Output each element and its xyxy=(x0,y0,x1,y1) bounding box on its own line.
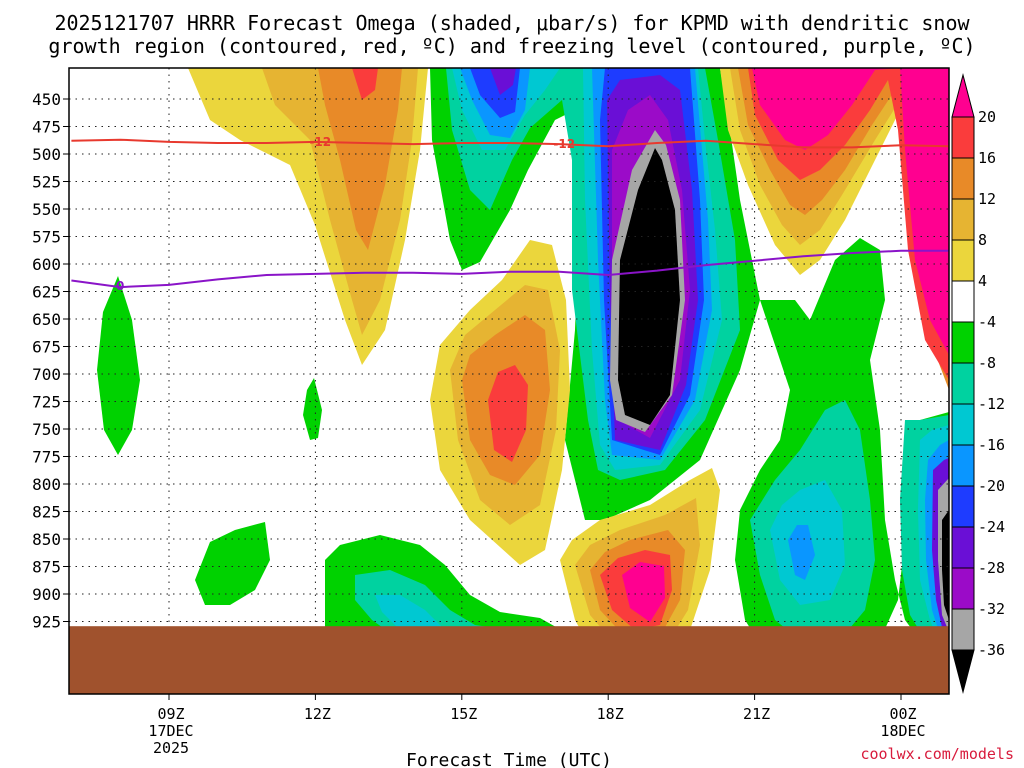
colorbar-top-triangle xyxy=(951,73,975,118)
y-axis: 450 475 500 525 550 575 600 625 650 675 700 725 750 7… xyxy=(32,90,69,632)
colorbar-swatch-5 xyxy=(951,321,975,364)
plot-area: -12 -12 0 xyxy=(68,67,950,695)
x-tick-label-09Z: 09Z xyxy=(157,705,184,723)
colorbar-label-4: 4 xyxy=(978,272,987,290)
x-tick-label-15Z: 15Z xyxy=(450,705,477,723)
terrain-strip xyxy=(69,626,949,694)
colorbar-label-1: 16 xyxy=(978,149,996,167)
freezing-level-0C-line xyxy=(71,249,949,289)
mid-level-rise xyxy=(430,240,570,565)
x-tick-year-09Z: 2025 xyxy=(153,739,189,757)
y-tick-label-925: 925 xyxy=(32,613,61,632)
y-tick-label-475: 475 xyxy=(32,118,61,137)
y-tick-label-750: 750 xyxy=(32,420,61,439)
x-tick-label-00Z: 00Z xyxy=(889,705,916,723)
y-tick-label-550: 550 xyxy=(32,200,61,219)
y-tick-label-725: 725 xyxy=(32,393,61,412)
colorbar-swatch-0 xyxy=(951,116,975,159)
chart-title-line-2: growth region (contoured, red, ºC) and f… xyxy=(48,34,975,58)
lower-right-descent xyxy=(890,440,949,678)
colorbar-swatch-9 xyxy=(951,485,975,528)
colorbar-swatch-4 xyxy=(951,280,975,323)
y-tick-label-850: 850 xyxy=(32,530,61,549)
colorbar-label-3: 8 xyxy=(978,231,987,249)
contour-layer: -12 -12 0 xyxy=(71,135,949,293)
y-tick-label-875: 875 xyxy=(32,558,61,577)
y-tick-label-600: 600 xyxy=(32,255,61,274)
y-tick-label-800: 800 xyxy=(32,475,61,494)
y-tick-label-650: 650 xyxy=(32,310,61,329)
x-tick-label-12Z: 12Z xyxy=(304,705,331,723)
colorbar-swatch-12 xyxy=(951,608,975,651)
colorbar-swatch-2 xyxy=(951,198,975,241)
colorbar-swatch-7 xyxy=(951,403,975,446)
colorbar-label-9: -20 xyxy=(978,477,1005,495)
colorbar-label-5: -4 xyxy=(978,313,996,331)
y-tick-label-775: 775 xyxy=(32,448,61,467)
colorbar-swatch-8 xyxy=(951,444,975,487)
x-tick-date-00Z: 18DEC xyxy=(880,722,925,740)
colorbar-swatch-6 xyxy=(951,362,975,405)
colorbar-label-2: 12 xyxy=(978,190,996,208)
colorbar-bottom-triangle xyxy=(951,649,975,694)
y-tick-label-825: 825 xyxy=(32,503,61,522)
y-tick-label-575: 575 xyxy=(32,228,61,247)
colorbar-label-0: 20 xyxy=(978,108,996,126)
terrain-layer xyxy=(69,626,949,694)
y-tick-label-625: 625 xyxy=(32,283,61,302)
colorbar-label-13: -36 xyxy=(978,641,1005,659)
left-weak-descent xyxy=(97,276,322,605)
grid xyxy=(69,68,949,694)
colorbar-label-7: -12 xyxy=(978,395,1005,413)
dendritic-growth-minus-12C-label-0: -12 xyxy=(309,135,331,149)
y-tick-label-900: 900 xyxy=(32,585,61,604)
colorbar-label-6: -8 xyxy=(978,354,996,372)
y-tick-label-675: 675 xyxy=(32,338,61,357)
colorbar-swatch-3 xyxy=(951,239,975,282)
colorbar: 20 16 12 8 4 -4 -8 -12 -16 -20 -24 -28 -32 -36 xyxy=(951,73,1005,694)
colorbar-label-10: -24 xyxy=(978,518,1005,536)
plot-frame xyxy=(68,67,950,695)
x-tick-label-21Z: 21Z xyxy=(743,705,770,723)
dendritic-growth-minus-12C-label-1: -12 xyxy=(553,137,575,151)
x-axis-title: Forecast Time (UTC) xyxy=(406,750,612,768)
colorbar-swatch-1 xyxy=(951,157,975,200)
dendritic-growth-minus-12C-line xyxy=(71,138,949,149)
y-tick-label-700: 700 xyxy=(32,365,61,384)
credit-link[interactable]: coolwx.com/models xyxy=(860,745,1014,763)
y-tick-label-500: 500 xyxy=(32,145,61,164)
chart-title-line-1: 2025121707 HRRR Forecast Omega (shaded, … xyxy=(54,11,970,35)
freezing-level-0C-label-0: 0 xyxy=(116,279,124,293)
colorbar-label-11: -28 xyxy=(978,559,1005,577)
colorbar-swatch-11 xyxy=(951,567,975,610)
colorbar-swatch-10 xyxy=(951,526,975,569)
upper-right-rise xyxy=(720,68,949,390)
x-tick-label-18Z: 18Z xyxy=(597,705,624,723)
y-tick-label-525: 525 xyxy=(32,173,61,192)
colorbar-label-8: -16 xyxy=(978,436,1005,454)
y-tick-label-450: 450 xyxy=(32,90,61,109)
x-tick-date-09Z: 17DEC xyxy=(148,722,193,740)
colorbar-label-12: -32 xyxy=(978,600,1005,618)
